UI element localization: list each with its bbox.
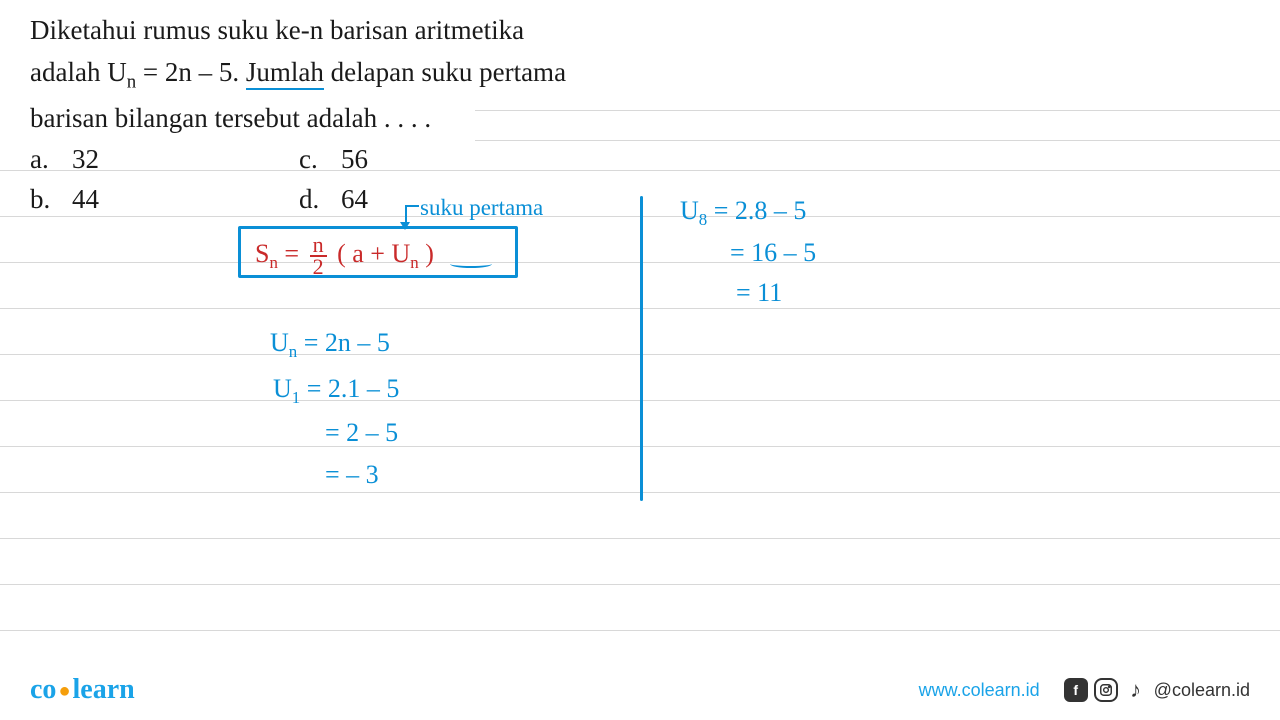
logo-learn: learn: [73, 674, 135, 705]
u1-u: U: [273, 374, 292, 403]
u1-sub: 1: [292, 388, 300, 407]
arrow-label: suku pertama: [420, 195, 543, 221]
un-underline-curve: [450, 260, 492, 268]
vertical-divider: [640, 196, 643, 501]
formula-paren: ( a + U: [331, 239, 411, 268]
facebook-icon[interactable]: f: [1064, 678, 1088, 702]
q2-underlined: Jumlah: [246, 57, 324, 90]
logo-dot-icon: ●: [58, 680, 70, 702]
formula-un-sub: n: [410, 253, 418, 272]
u8-formula: U8 = 2.8 – 5: [680, 196, 806, 230]
footer-right: www.colearn.id f ♪ @colearn.id: [919, 678, 1250, 702]
hline: [0, 584, 1280, 585]
formula-close: ): [419, 239, 434, 268]
formula-s: S: [255, 239, 269, 268]
u8-sub: 8: [699, 210, 707, 229]
formula-sn: Sn = n2 ( a + Un ): [255, 235, 434, 277]
footer: co●learn www.colearn.id f ♪ @colearn.id: [0, 660, 1280, 720]
instagram-icon[interactable]: [1094, 678, 1118, 702]
question-line-3: barisan bilangan tersebut adalah . . . .: [30, 100, 1250, 138]
un-sub: n: [289, 342, 297, 361]
un-u: U: [270, 328, 289, 357]
un-rest: = 2n – 5: [297, 328, 390, 357]
hline: [0, 630, 1280, 631]
formula-s-sub: n: [269, 253, 277, 272]
hline: [0, 538, 1280, 539]
hline: [0, 170, 1280, 171]
calc-2: = – 3: [325, 460, 379, 490]
website-link[interactable]: www.colearn.id: [919, 680, 1040, 701]
u8-rest: = 2.8 – 5: [707, 196, 806, 225]
frac-den: 2: [310, 257, 327, 277]
q2-after: delapan suku pertama: [324, 57, 566, 87]
u8-calc-2: = 11: [736, 278, 782, 308]
q2-sub: n: [127, 71, 136, 92]
colearn-logo: co●learn: [30, 674, 135, 706]
arrow-horizontal: [405, 205, 419, 207]
un-formula: Un = 2n – 5: [270, 328, 390, 362]
u8-calc-1: = 16 – 5: [730, 238, 816, 268]
hline-short: [475, 140, 1280, 141]
question-line-1: Diketahui rumus suku ke-n barisan aritme…: [30, 12, 1250, 50]
logo-co: co: [30, 674, 56, 705]
social-icons: f ♪ @colearn.id: [1064, 678, 1250, 702]
calc-1: = 2 – 5: [325, 418, 398, 448]
formula-eq: =: [278, 239, 306, 268]
q2-mid: = 2n – 5.: [136, 57, 246, 87]
u1-formula: U1 = 2.1 – 5: [273, 374, 399, 408]
u1-rest: = 2.1 – 5: [300, 374, 399, 403]
u8-u: U: [680, 196, 699, 225]
q2-before: adalah U: [30, 57, 127, 87]
question-line-2: adalah Un = 2n – 5. Jumlah delapan suku …: [30, 54, 1250, 96]
tiktok-icon[interactable]: ♪: [1124, 678, 1148, 702]
social-handle: @colearn.id: [1154, 680, 1250, 701]
hline-short: [475, 110, 1280, 111]
